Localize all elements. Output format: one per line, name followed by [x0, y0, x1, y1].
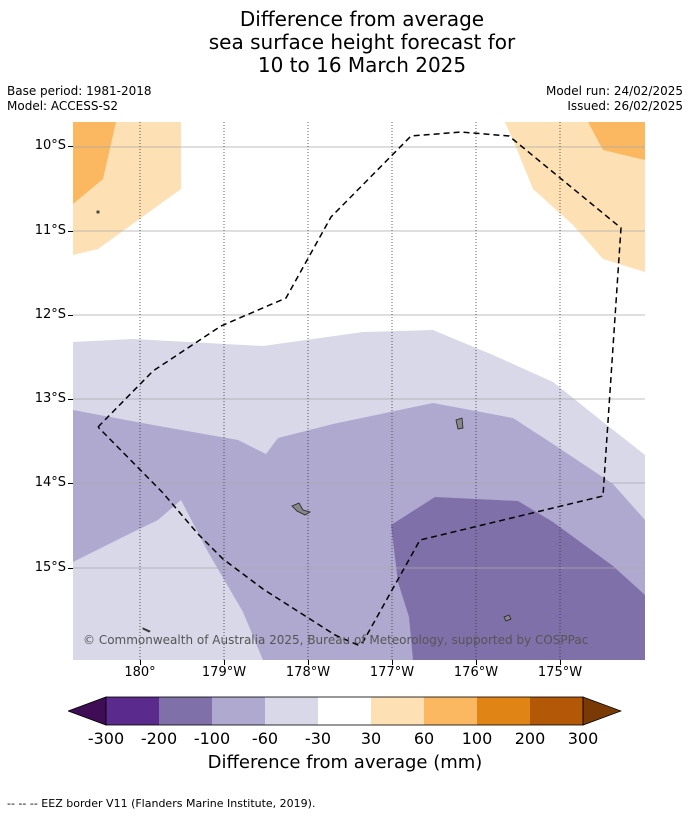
- gridlines: [73, 146, 645, 569]
- lat-tick: [68, 399, 73, 400]
- colorbar-tick-label: 300: [567, 729, 599, 748]
- meta-left: Base period: 1981-2018 Model: ACCESS-S2: [7, 84, 152, 114]
- anomaly-dark-purple-band: [391, 497, 645, 660]
- base-period: Base period: 1981-2018: [7, 84, 152, 98]
- copyright-notice: © Commonwealth of Australia 2025, Bureau…: [83, 633, 589, 647]
- lon-label: 180°: [124, 665, 156, 680]
- island-northwest-dot: [96, 210, 100, 214]
- colorbar-segment: [371, 697, 424, 725]
- eez-legend-note: -- -- -- EEZ border V11 (Flanders Marine…: [7, 797, 316, 810]
- colorbar: [68, 696, 622, 726]
- colorbar-tick-label: 200: [514, 729, 546, 748]
- colorbar-tick-label: -60: [251, 729, 279, 748]
- colorbar-tick-label: -30: [304, 729, 332, 748]
- eez-border: [97, 131, 622, 646]
- islands: [96, 210, 512, 633]
- colorbar-segment: [265, 697, 318, 725]
- lon-tick: [224, 660, 225, 665]
- island-east: [455, 417, 464, 430]
- lat-tick: [68, 568, 73, 569]
- colorbar-segment: [530, 697, 583, 725]
- colorbar-tick-label: 30: [360, 729, 382, 748]
- lat-label: 13°S: [34, 391, 66, 406]
- colorbar-title: Difference from average (mm): [207, 752, 483, 773]
- lon-tick: [560, 660, 561, 665]
- anomaly-orange-topright: [588, 122, 645, 160]
- island-south: [503, 614, 512, 622]
- colorbar-extend-low: [68, 696, 107, 726]
- colorbar-tick-label: 100: [461, 729, 493, 748]
- lat-tick: [68, 146, 73, 147]
- colorbar-segment: [159, 697, 212, 725]
- lon-label: 179°W: [201, 665, 247, 680]
- colorbar-outline: [105, 696, 584, 726]
- title-line-2: sea surface height forecast for: [208, 30, 516, 54]
- colorbar-tick-label: 60: [413, 729, 435, 748]
- model-run: Model run: 24/02/2025: [545, 84, 683, 98]
- colorbar-segment: [212, 697, 265, 725]
- colorbar-extend-high: [582, 696, 622, 726]
- lon-tick: [140, 660, 141, 665]
- lat-tick: [68, 483, 73, 484]
- model-name: Model: ACCESS-S2: [7, 99, 119, 113]
- lat-tick: [68, 315, 73, 316]
- colorbar-tick-label: -300: [87, 729, 125, 748]
- lat-label: 15°S: [34, 560, 66, 575]
- lat-tick: [68, 231, 73, 232]
- colorbar-segment: [477, 697, 530, 725]
- lon-label: 177°W: [369, 665, 415, 680]
- issued-date: Issued: 26/02/2025: [567, 99, 683, 113]
- lon-label: 178°W: [285, 665, 331, 680]
- map-canvas: [73, 122, 645, 660]
- island-west: [142, 627, 151, 633]
- lon-tick: [308, 660, 309, 665]
- forecast-map: [73, 122, 645, 660]
- anomaly-orange-topleft: [73, 122, 116, 204]
- lat-label: 12°S: [34, 307, 66, 322]
- meta-right: Model run: 24/02/2025 Issued: 26/02/2025: [546, 84, 683, 114]
- lat-label: 10°S: [34, 138, 66, 153]
- colorbar-segment: [318, 697, 371, 725]
- lat-label: 14°S: [34, 475, 66, 490]
- lon-label: 175°W: [537, 665, 583, 680]
- map-title: Difference from average sea surface heig…: [0, 8, 690, 77]
- colorbar-segment: [106, 697, 159, 725]
- colorbar-segment: [424, 697, 477, 725]
- colorbar-tick-label: -100: [193, 729, 231, 748]
- lon-tick: [392, 660, 393, 665]
- lon-tick: [476, 660, 477, 665]
- title-line-1: Difference from average: [239, 7, 485, 31]
- lat-label: 11°S: [34, 223, 66, 238]
- island-central: [291, 502, 311, 516]
- title-line-3: 10 to 16 March 2025: [257, 53, 467, 77]
- lon-label: 176°W: [453, 665, 499, 680]
- colorbar-tick-label: -200: [140, 729, 178, 748]
- anomaly-light-orange-topright: [505, 122, 645, 272]
